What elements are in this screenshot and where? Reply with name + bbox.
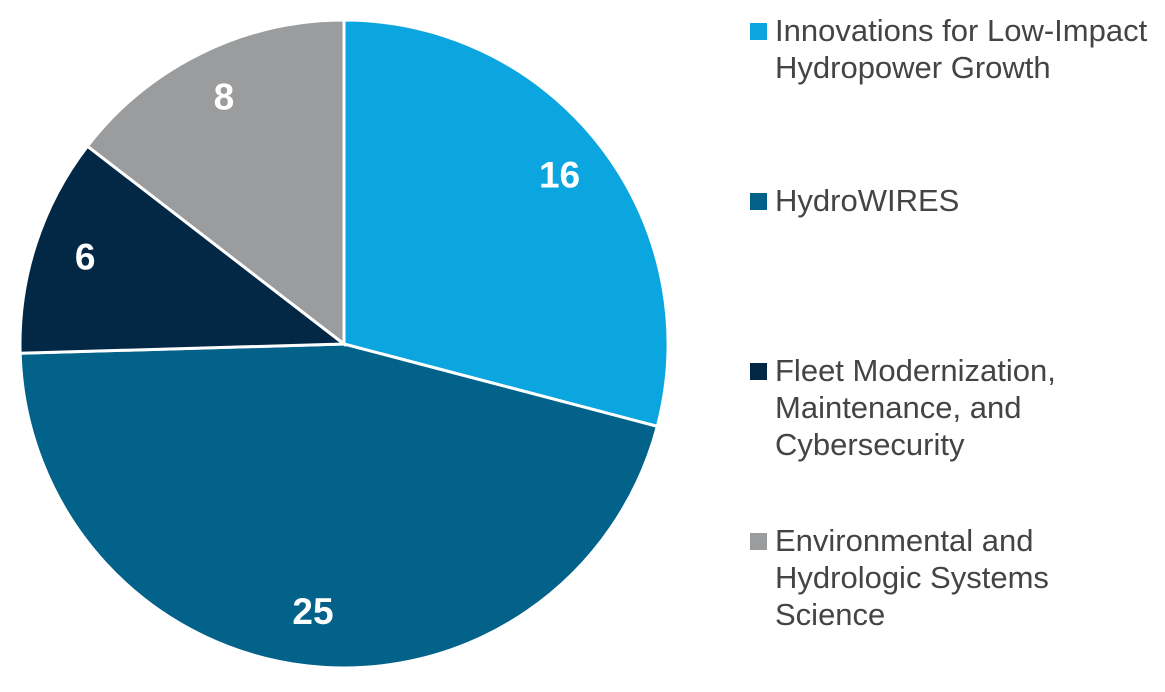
legend-item: Environmental and Hydrologic Systems Sci…	[750, 522, 1160, 692]
pie-slice	[18, 342, 660, 670]
pie-slice	[342, 18, 670, 429]
page: {"chart_data": {"type": "pie", "categori…	[18, 13, 1148, 670]
legend-swatch	[750, 533, 767, 550]
chart: 16 25 6 8	[18, 18, 670, 670]
legend-label: HydroWIRES	[775, 183, 960, 218]
legend-label: Fleet Modernization, Maintenance, and Cy…	[775, 353, 1056, 462]
data-label: 16	[539, 155, 580, 196]
legend-label: Environmental and Hydrologic Systems Sci…	[775, 523, 1049, 632]
legend-item: HydroWIRES	[750, 182, 1160, 352]
legend-item: Innovations for Low-Impact Hydropower Gr…	[750, 12, 1160, 182]
data-label: 8	[214, 77, 235, 118]
legend-item: Fleet Modernization, Maintenance, and Cy…	[750, 352, 1160, 522]
pie-slice	[85, 18, 346, 348]
legend: Innovations for Low-Impact Hydropower Gr…	[750, 12, 1160, 692]
legend-swatch	[750, 363, 767, 380]
data-label: 25	[292, 591, 333, 632]
legend-swatch	[750, 193, 767, 210]
data-label: 6	[75, 237, 96, 278]
legend-label: Innovations for Low-Impact Hydropower Gr…	[775, 13, 1148, 85]
legend-swatch	[750, 23, 767, 40]
pie-slice	[18, 144, 349, 355]
